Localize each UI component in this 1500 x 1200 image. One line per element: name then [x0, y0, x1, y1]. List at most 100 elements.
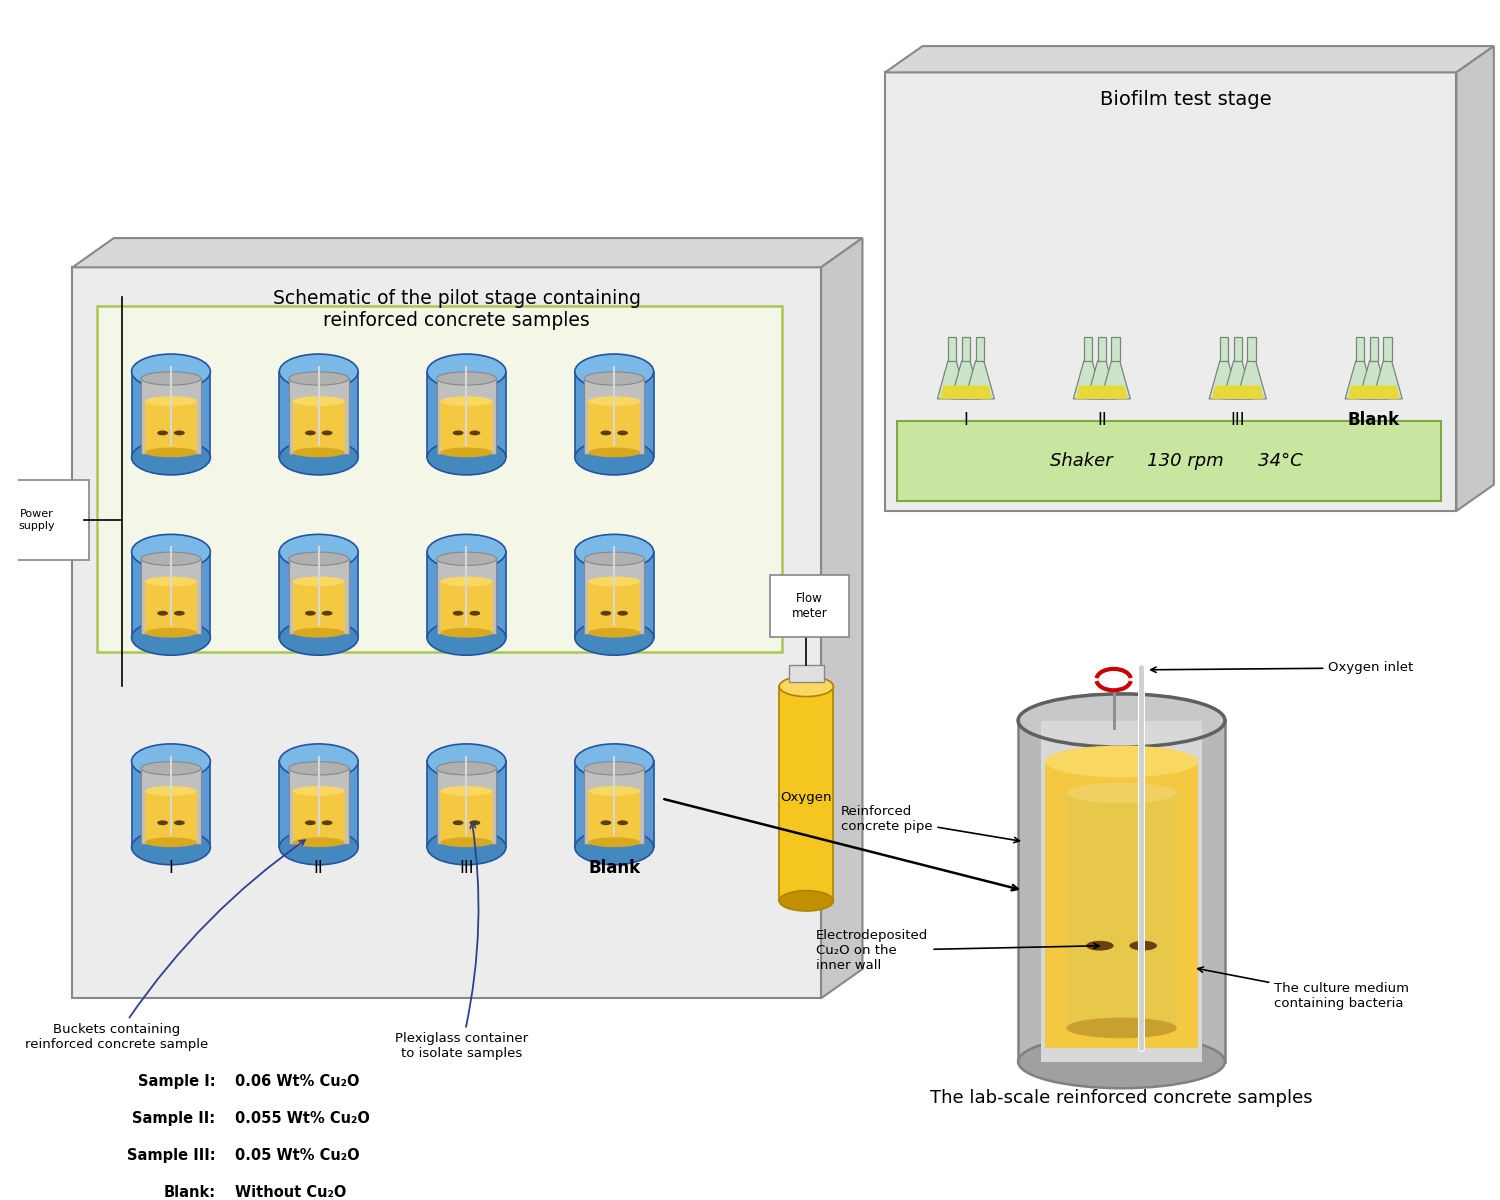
Ellipse shape — [279, 440, 358, 475]
Polygon shape — [1088, 361, 1116, 398]
Ellipse shape — [132, 829, 210, 865]
Ellipse shape — [441, 396, 492, 406]
Polygon shape — [1222, 361, 1252, 398]
Ellipse shape — [427, 354, 506, 389]
Ellipse shape — [616, 821, 628, 826]
Ellipse shape — [292, 786, 345, 796]
Polygon shape — [1112, 337, 1119, 361]
Text: Schematic of the pilot stage containing
reinforced concrete samples: Schematic of the pilot stage containing … — [273, 289, 640, 330]
Text: The lab-scale reinforced concrete samples: The lab-scale reinforced concrete sample… — [930, 1088, 1312, 1106]
Ellipse shape — [290, 372, 348, 385]
Polygon shape — [585, 559, 644, 635]
Ellipse shape — [141, 372, 201, 385]
Ellipse shape — [436, 762, 496, 775]
Text: Sample II:: Sample II: — [132, 1111, 216, 1126]
Ellipse shape — [585, 372, 644, 385]
Polygon shape — [132, 762, 210, 847]
Polygon shape — [290, 559, 348, 635]
Polygon shape — [1084, 337, 1092, 361]
Ellipse shape — [279, 744, 358, 779]
Ellipse shape — [292, 576, 345, 587]
Polygon shape — [1233, 337, 1242, 361]
Polygon shape — [574, 552, 654, 637]
Polygon shape — [146, 401, 196, 452]
Polygon shape — [588, 582, 640, 632]
Text: III: III — [459, 859, 474, 877]
Ellipse shape — [146, 396, 196, 406]
Ellipse shape — [441, 628, 492, 637]
Text: Blank: Blank — [1347, 410, 1400, 428]
Polygon shape — [141, 378, 201, 454]
Text: II: II — [1096, 410, 1107, 428]
Polygon shape — [1359, 361, 1389, 398]
Ellipse shape — [574, 620, 654, 655]
Polygon shape — [427, 372, 506, 457]
Polygon shape — [436, 378, 496, 454]
Polygon shape — [1104, 385, 1128, 398]
Ellipse shape — [292, 628, 345, 637]
Polygon shape — [1089, 385, 1114, 398]
Polygon shape — [948, 337, 956, 361]
Ellipse shape — [436, 552, 496, 565]
Ellipse shape — [427, 534, 506, 570]
Polygon shape — [72, 238, 862, 268]
Polygon shape — [1046, 762, 1199, 1048]
Ellipse shape — [146, 838, 196, 847]
Ellipse shape — [1046, 745, 1199, 778]
Text: Power
supply: Power supply — [18, 509, 56, 530]
Polygon shape — [585, 378, 644, 454]
Ellipse shape — [453, 431, 464, 436]
Polygon shape — [962, 337, 970, 361]
Ellipse shape — [321, 821, 333, 826]
Polygon shape — [1066, 793, 1176, 1028]
Polygon shape — [1098, 337, 1106, 361]
Ellipse shape — [290, 762, 348, 775]
Text: Buckets containing
reinforced concrete sample: Buckets containing reinforced concrete s… — [26, 840, 304, 1051]
Ellipse shape — [304, 821, 316, 826]
Polygon shape — [968, 385, 992, 398]
Ellipse shape — [132, 620, 210, 655]
Polygon shape — [1041, 720, 1202, 1062]
Ellipse shape — [174, 431, 184, 436]
Ellipse shape — [588, 396, 640, 406]
Polygon shape — [441, 582, 492, 632]
Polygon shape — [588, 791, 640, 842]
Ellipse shape — [453, 611, 464, 616]
Polygon shape — [1076, 385, 1100, 398]
Ellipse shape — [158, 611, 168, 616]
Ellipse shape — [574, 829, 654, 865]
Ellipse shape — [146, 576, 196, 587]
Ellipse shape — [1019, 1036, 1226, 1088]
Text: Shaker      130 rpm      34°C: Shaker 130 rpm 34°C — [1050, 452, 1304, 470]
Polygon shape — [427, 552, 506, 637]
Polygon shape — [1370, 337, 1378, 361]
Ellipse shape — [279, 354, 358, 389]
Ellipse shape — [146, 786, 196, 796]
Polygon shape — [938, 361, 968, 398]
Text: Reinforced
concrete pipe: Reinforced concrete pipe — [842, 805, 1020, 842]
Text: Blank: Blank — [588, 859, 640, 877]
Polygon shape — [1019, 720, 1226, 1062]
Ellipse shape — [585, 552, 644, 565]
Ellipse shape — [574, 354, 654, 389]
Ellipse shape — [616, 431, 628, 436]
Polygon shape — [436, 559, 496, 635]
Polygon shape — [1239, 385, 1263, 398]
Polygon shape — [778, 686, 834, 901]
Ellipse shape — [1130, 941, 1156, 950]
Ellipse shape — [279, 534, 358, 570]
Polygon shape — [1346, 361, 1374, 398]
Ellipse shape — [132, 744, 210, 779]
Polygon shape — [290, 378, 348, 454]
Polygon shape — [964, 361, 994, 398]
Ellipse shape — [132, 440, 210, 475]
Text: Without Cu₂O: Without Cu₂O — [236, 1184, 346, 1200]
Polygon shape — [588, 401, 640, 452]
Text: Electrodeposited
Cu₂O on the
inner wall: Electrodeposited Cu₂O on the inner wall — [816, 929, 1100, 972]
Polygon shape — [1220, 337, 1228, 361]
Text: Plexiglass container
to isolate samples: Plexiglass container to isolate samples — [394, 823, 528, 1061]
Polygon shape — [1212, 385, 1236, 398]
Text: 0.055 Wt% Cu₂O: 0.055 Wt% Cu₂O — [236, 1111, 370, 1126]
Text: Sample III:: Sample III: — [126, 1147, 216, 1163]
Polygon shape — [279, 372, 358, 457]
